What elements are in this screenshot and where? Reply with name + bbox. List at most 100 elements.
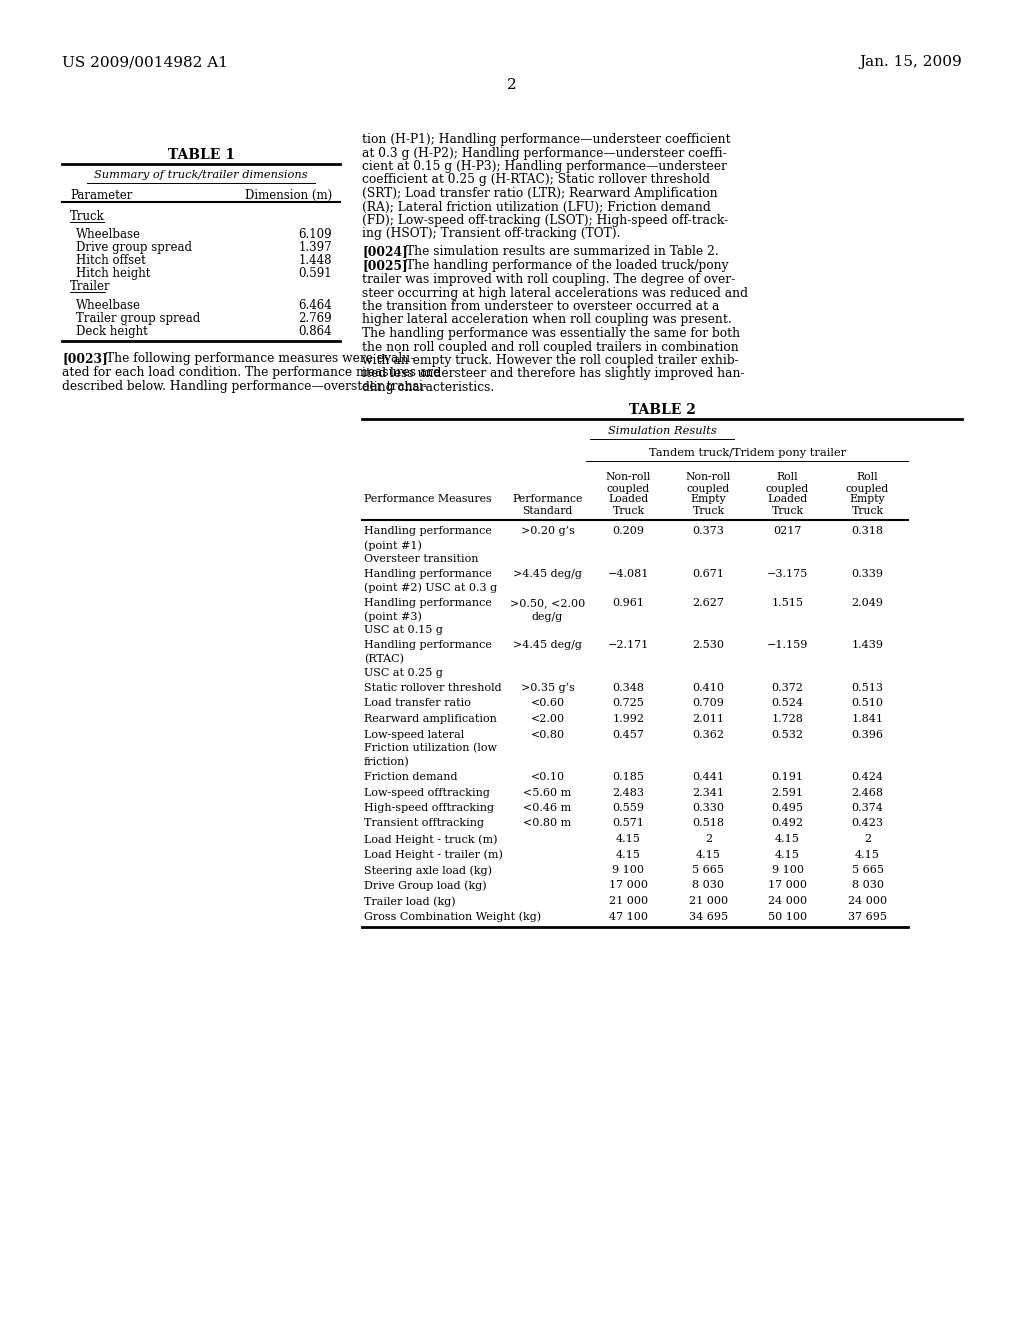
Text: Trailer load (kg): Trailer load (kg) — [364, 896, 456, 907]
Text: −2.171: −2.171 — [608, 640, 649, 651]
Text: Handling performance: Handling performance — [364, 527, 492, 536]
Text: Empty: Empty — [850, 495, 886, 504]
Text: 0.372: 0.372 — [771, 682, 804, 693]
Text: Friction utilization (low: Friction utilization (low — [364, 743, 497, 754]
Text: 2.011: 2.011 — [692, 714, 725, 723]
Text: 0.396: 0.396 — [852, 730, 884, 739]
Text: trailer was improved with roll coupling. The degree of over-: trailer was improved with roll coupling.… — [362, 273, 735, 286]
Text: Trailer: Trailer — [70, 280, 111, 293]
Text: 0.725: 0.725 — [612, 698, 644, 709]
Text: Loaded: Loaded — [767, 495, 808, 504]
Text: 0.571: 0.571 — [612, 818, 644, 829]
Text: 0.362: 0.362 — [692, 730, 725, 739]
Text: Wheelbase: Wheelbase — [76, 300, 141, 312]
Text: 4.15: 4.15 — [775, 850, 800, 859]
Text: 0.457: 0.457 — [612, 730, 644, 739]
Text: Hitch offset: Hitch offset — [76, 253, 145, 267]
Text: TABLE 1: TABLE 1 — [168, 148, 234, 162]
Text: (SRT); Load transfer ratio (LTR); Rearward Amplification: (SRT); Load transfer ratio (LTR); Rearwa… — [362, 187, 718, 201]
Text: Truck: Truck — [70, 210, 104, 223]
Text: 0.330: 0.330 — [692, 803, 725, 813]
Text: dling characteristics.: dling characteristics. — [362, 381, 495, 393]
Text: Oversteer transition: Oversteer transition — [364, 553, 478, 564]
Text: 0.864: 0.864 — [298, 325, 332, 338]
Text: 50 100: 50 100 — [768, 912, 807, 921]
Text: Non-roll: Non-roll — [686, 473, 731, 483]
Text: Steering axle load (kg): Steering axle load (kg) — [364, 865, 492, 875]
Text: coupled: coupled — [766, 483, 809, 494]
Text: Load Height - trailer (m): Load Height - trailer (m) — [364, 850, 503, 861]
Text: 0.524: 0.524 — [771, 698, 804, 709]
Text: Handling performance: Handling performance — [364, 598, 492, 609]
Text: 4.15: 4.15 — [855, 850, 880, 859]
Text: 2.049: 2.049 — [852, 598, 884, 609]
Text: 1.728: 1.728 — [771, 714, 804, 723]
Text: 0.518: 0.518 — [692, 818, 725, 829]
Text: the non roll coupled and roll coupled trailers in combination: the non roll coupled and roll coupled tr… — [362, 341, 738, 354]
Text: deg/g: deg/g — [531, 611, 563, 622]
Text: 0.374: 0.374 — [852, 803, 884, 813]
Text: tion (H-P1); Handling performance—understeer coefficient: tion (H-P1); Handling performance—unders… — [362, 133, 731, 147]
Text: Truck: Truck — [771, 506, 804, 516]
Text: 0.492: 0.492 — [771, 818, 804, 829]
Text: <0.46 m: <0.46 m — [523, 803, 571, 813]
Text: 0.709: 0.709 — [692, 698, 724, 709]
Text: higher lateral acceleration when roll coupling was present.: higher lateral acceleration when roll co… — [362, 314, 732, 326]
Text: coupled: coupled — [687, 483, 730, 494]
Text: 17 000: 17 000 — [768, 880, 807, 891]
Text: 8 030: 8 030 — [692, 880, 725, 891]
Text: High-speed offtracking: High-speed offtracking — [364, 803, 494, 813]
Text: Handling performance: Handling performance — [364, 640, 492, 651]
Text: Dimension (m): Dimension (m) — [245, 189, 332, 202]
Text: 34 695: 34 695 — [689, 912, 728, 921]
Text: Parameter: Parameter — [70, 189, 132, 202]
Text: (point #2) USC at 0.3 g: (point #2) USC at 0.3 g — [364, 582, 497, 593]
Text: 0.510: 0.510 — [852, 698, 884, 709]
Text: 2: 2 — [507, 78, 517, 92]
Text: 1.397: 1.397 — [298, 242, 332, 253]
Text: Drive group spread: Drive group spread — [76, 242, 193, 253]
Text: 5 665: 5 665 — [852, 865, 884, 875]
Text: 0.185: 0.185 — [612, 772, 644, 781]
Text: <0.80 m: <0.80 m — [523, 818, 571, 829]
Text: 0.410: 0.410 — [692, 682, 725, 693]
Text: at 0.3 g (H-P2); Handling performance—understeer coeffi-: at 0.3 g (H-P2); Handling performance—un… — [362, 147, 727, 160]
Text: 0.348: 0.348 — [612, 682, 644, 693]
Text: Performance: Performance — [512, 495, 583, 504]
Text: Empty: Empty — [690, 495, 726, 504]
Text: 37 695: 37 695 — [848, 912, 887, 921]
Text: 4.15: 4.15 — [616, 850, 641, 859]
Text: 1.448: 1.448 — [299, 253, 332, 267]
Text: Rearward amplification: Rearward amplification — [364, 714, 497, 723]
Text: <2.00: <2.00 — [530, 714, 564, 723]
Text: 21 000: 21 000 — [689, 896, 728, 906]
Text: <0.10: <0.10 — [530, 772, 564, 781]
Text: −3.175: −3.175 — [767, 569, 808, 579]
Text: 0217: 0217 — [773, 527, 802, 536]
Text: Handling performance: Handling performance — [364, 569, 492, 579]
Text: Low-speed lateral: Low-speed lateral — [364, 730, 464, 739]
Text: coupled: coupled — [607, 483, 650, 494]
Text: 0.441: 0.441 — [692, 772, 725, 781]
Text: US 2009/0014982 A1: US 2009/0014982 A1 — [62, 55, 228, 69]
Text: steer occurring at high lateral accelerations was reduced and: steer occurring at high lateral accelera… — [362, 286, 748, 300]
Text: The simulation results are summarized in Table 2.: The simulation results are summarized in… — [406, 246, 719, 257]
Text: >4.45 deg/g: >4.45 deg/g — [513, 569, 582, 579]
Text: 2: 2 — [705, 834, 712, 843]
Text: Summary of truck/trailer dimensions: Summary of truck/trailer dimensions — [94, 170, 308, 180]
Text: Truck: Truck — [851, 506, 884, 516]
Text: 0.423: 0.423 — [852, 818, 884, 829]
Text: The following performance measures were evalu-: The following performance measures were … — [106, 352, 415, 366]
Text: −4.081: −4.081 — [608, 569, 649, 579]
Text: 0.424: 0.424 — [852, 772, 884, 781]
Text: ated for each load condition. The performance measures are: ated for each load condition. The perfor… — [62, 366, 440, 379]
Text: 0.513: 0.513 — [852, 682, 884, 693]
Text: >0.50, <2.00: >0.50, <2.00 — [510, 598, 585, 609]
Text: 2.483: 2.483 — [612, 788, 644, 797]
Text: Gross Combination Weight (kg): Gross Combination Weight (kg) — [364, 912, 541, 923]
Text: Tandem truck/Tridem pony trailer: Tandem truck/Tridem pony trailer — [649, 447, 847, 458]
Text: coupled: coupled — [846, 483, 889, 494]
Text: 5 665: 5 665 — [692, 865, 725, 875]
Text: >0.20 g’s: >0.20 g’s — [520, 527, 574, 536]
Text: Drive Group load (kg): Drive Group load (kg) — [364, 880, 486, 891]
